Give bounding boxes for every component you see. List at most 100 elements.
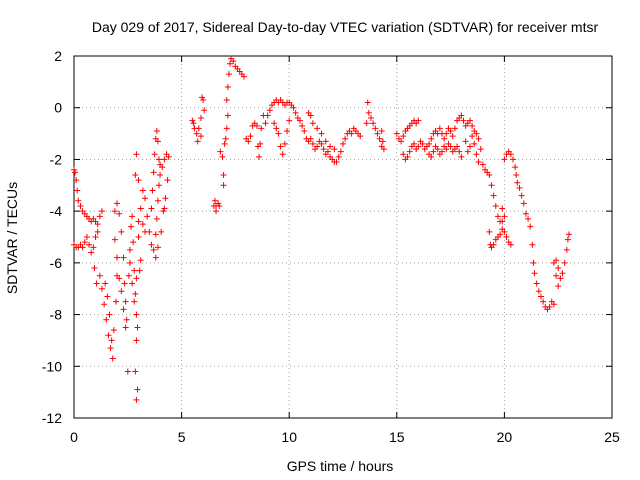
data-point xyxy=(114,200,121,207)
data-point xyxy=(533,280,540,287)
data-point xyxy=(71,166,77,173)
data-point xyxy=(215,200,222,207)
data-point xyxy=(411,140,418,147)
data-point xyxy=(131,298,138,305)
data-point xyxy=(471,140,478,147)
data-point xyxy=(197,115,204,122)
data-point xyxy=(154,244,161,251)
data-point xyxy=(83,234,90,240)
data-point xyxy=(116,210,123,217)
data-point xyxy=(299,122,306,129)
data-point xyxy=(135,177,142,184)
data-point xyxy=(135,218,142,225)
data-point xyxy=(264,112,271,119)
data-point xyxy=(118,228,125,235)
data-point xyxy=(318,140,325,147)
data-point xyxy=(490,241,497,248)
data-point xyxy=(197,133,204,140)
data-point xyxy=(247,133,254,140)
data-point xyxy=(275,130,282,137)
data-point xyxy=(150,169,157,176)
data-point xyxy=(139,187,146,194)
x-tick-label: 5 xyxy=(178,429,186,445)
data-point xyxy=(133,151,140,158)
data-point xyxy=(94,228,101,235)
data-point xyxy=(499,218,506,225)
data-point xyxy=(486,228,493,235)
data-point xyxy=(126,246,133,253)
data-point xyxy=(162,195,169,202)
data-point xyxy=(77,202,84,209)
data-point xyxy=(161,156,168,163)
data-point xyxy=(441,135,448,142)
data-point xyxy=(365,109,372,116)
data-point xyxy=(86,241,93,248)
data-point xyxy=(112,298,119,305)
data-point xyxy=(488,182,495,189)
data-point xyxy=(79,244,86,251)
data-point xyxy=(133,396,140,403)
data-point xyxy=(454,143,461,150)
data-point xyxy=(121,280,128,287)
data-point xyxy=(348,130,355,137)
data-point xyxy=(220,171,227,178)
data-point xyxy=(116,275,123,282)
data-point xyxy=(370,120,377,127)
data-point xyxy=(430,148,437,155)
data-point xyxy=(415,117,422,124)
data-point xyxy=(93,280,100,287)
data-point xyxy=(406,148,413,155)
x-tick-label: 25 xyxy=(604,429,620,445)
data-point xyxy=(492,202,499,209)
data-point xyxy=(224,84,231,91)
data-point xyxy=(501,213,508,220)
data-point xyxy=(132,290,139,297)
data-point xyxy=(428,153,435,160)
data-point xyxy=(131,267,138,274)
data-point xyxy=(104,293,111,300)
data-point xyxy=(200,96,207,103)
data-point xyxy=(273,125,280,132)
data-point xyxy=(110,327,117,334)
data-point xyxy=(111,208,118,215)
data-point xyxy=(153,127,160,134)
data-point xyxy=(400,151,407,158)
data-point xyxy=(133,311,140,318)
data-point xyxy=(157,171,164,178)
data-point xyxy=(98,285,105,292)
x-tick-label: 15 xyxy=(389,429,405,445)
data-point xyxy=(501,156,508,163)
data-point xyxy=(217,148,224,155)
data-point xyxy=(165,153,172,160)
data-point xyxy=(221,140,228,147)
data-point xyxy=(443,146,450,153)
y-tick-label: -8 xyxy=(50,307,63,323)
x-tick-labels: 0 5 10 15 20 25 xyxy=(70,429,620,445)
data-point xyxy=(363,120,370,127)
data-point xyxy=(290,104,297,111)
data-point xyxy=(497,231,504,238)
data-point xyxy=(309,140,316,147)
data-point xyxy=(451,125,458,132)
data-point xyxy=(364,99,371,106)
data-point xyxy=(224,112,231,119)
data-point xyxy=(531,270,538,277)
data-point xyxy=(114,254,121,261)
data-point xyxy=(159,164,166,171)
data-point xyxy=(318,130,325,137)
data-point xyxy=(109,355,116,362)
data-point xyxy=(456,148,463,155)
data-point xyxy=(477,146,484,153)
data-point xyxy=(130,239,137,246)
data-point xyxy=(314,125,321,132)
data-point xyxy=(91,265,98,272)
data-point xyxy=(494,213,501,220)
data-point xyxy=(122,324,129,331)
data-point xyxy=(529,241,536,248)
data-point xyxy=(555,283,562,290)
data-point xyxy=(199,94,206,101)
data-point xyxy=(152,254,159,261)
data-point xyxy=(103,316,110,323)
data-point xyxy=(123,316,130,323)
data-point xyxy=(262,120,269,127)
